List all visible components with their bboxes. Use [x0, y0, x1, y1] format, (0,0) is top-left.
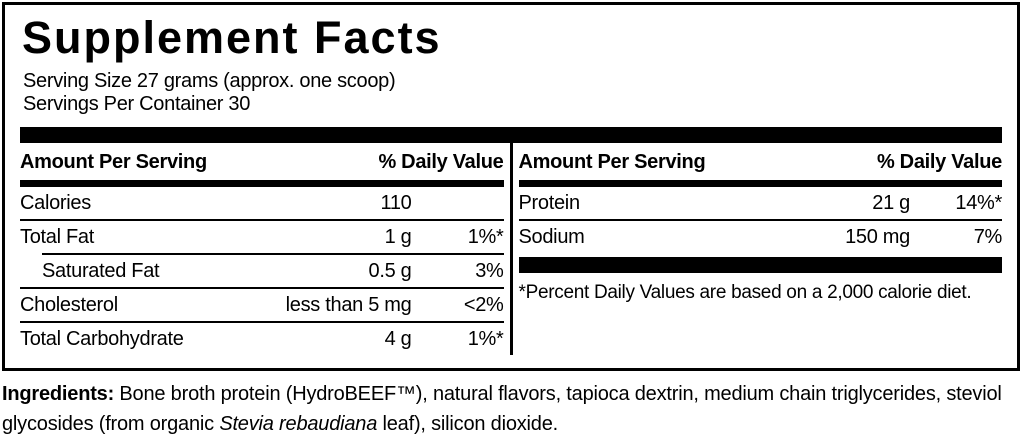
- nutrient-amount: 1 g: [384, 225, 412, 248]
- nutrient-row-cholesterol: Cholesterol less than 5 mg <2%: [20, 289, 504, 321]
- thick-divider-bar-top: [20, 127, 1002, 144]
- nutrient-amount: 0.5 g: [368, 259, 412, 282]
- nutrient-columns: Amount Per Serving % Daily Value Calorie…: [20, 143, 1003, 356]
- ingredients-paragraph: Ingredients: Bone broth protein (HydroBE…: [2, 379, 1018, 439]
- nutrient-name: Protein: [518, 191, 581, 214]
- supplement-facts-panel: Supplement Facts Serving Size 27 grams (…: [2, 2, 1020, 371]
- nutrient-name: Saturated Fat: [42, 259, 160, 282]
- nutrient-row-saturated-fat: Saturated Fat 0.5 g 3%: [20, 255, 504, 287]
- nutrient-daily-value: 1%*: [467, 327, 504, 350]
- nutrient-daily-value: 1%*: [467, 225, 504, 248]
- nutrient-daily-value: 7%: [973, 225, 1003, 248]
- row-separator: [20, 321, 504, 324]
- nutrient-column-left: Amount Per Serving % Daily Value Calorie…: [20, 143, 504, 355]
- nutrient-name: Cholesterol: [20, 293, 118, 316]
- amount-per-serving-header: Amount Per Serving: [20, 151, 207, 174]
- serving-size-line: Serving Size 27 grams (approx. one scoop…: [23, 70, 396, 93]
- daily-value-header: % Daily Value: [378, 151, 504, 174]
- nutrient-amount: 4 g: [384, 327, 412, 350]
- row-separator: [20, 287, 504, 290]
- nutrient-amount: 21 g: [872, 191, 910, 214]
- row-separator: [20, 219, 504, 222]
- row-separator: [518, 219, 1002, 222]
- serving-info: Serving Size 27 grams (approx. one scoop…: [23, 70, 1017, 116]
- nutrient-amount: 150 mg: [845, 225, 910, 248]
- nutrient-daily-value: <2%: [463, 293, 504, 316]
- nutrient-row-sodium: Sodium 150 mg 7%: [519, 221, 1003, 253]
- daily-value-header: % Daily Value: [876, 151, 1002, 174]
- header-underline-bar: [518, 180, 1002, 188]
- nutrient-row-calories: Calories 110: [20, 187, 504, 219]
- nutrient-daily-value: 14%*: [955, 191, 1002, 214]
- ingredients-text-before: Bone broth protein (HydroBEEF™), natural…: [2, 383, 1002, 435]
- nutrient-name: Total Fat: [20, 225, 94, 248]
- row-separator-indented: [42, 253, 504, 256]
- ingredients-label: Ingredients:: [2, 383, 115, 405]
- nutrient-name: Calories: [20, 191, 91, 214]
- thick-divider-bar-bottom: [518, 257, 1002, 274]
- nutrient-row-total-carbohydrate: Total Carbohydrate 4 g 1%*: [20, 323, 504, 355]
- column-header-right: Amount Per Serving % Daily Value: [519, 143, 1003, 180]
- column-divider: [509, 143, 513, 356]
- daily-value-footnote: *Percent Daily Values are based on a 2,0…: [518, 282, 972, 304]
- nutrient-name: Total Carbohydrate: [20, 327, 184, 350]
- nutrient-daily-value: 3%: [475, 259, 504, 282]
- ingredients-species-name: Stevia rebaudiana: [219, 413, 378, 435]
- servings-per-container-line: Servings Per Container 30: [23, 93, 251, 116]
- column-header-left: Amount Per Serving % Daily Value: [20, 143, 504, 180]
- nutrient-amount: 110: [380, 191, 412, 214]
- nutrient-name: Sodium: [518, 225, 585, 248]
- amount-per-serving-header: Amount Per Serving: [518, 151, 706, 174]
- nutrient-row-total-fat: Total Fat 1 g 1%*: [20, 221, 504, 253]
- panel-title: Supplement Facts: [22, 12, 442, 63]
- nutrient-amount: less than 5 mg: [285, 293, 412, 316]
- nutrient-column-right: Amount Per Serving % Daily Value Protein…: [518, 143, 1003, 355]
- nutrient-row-protein: Protein 21 g 14%*: [519, 187, 1003, 219]
- ingredients-text-after: leaf), silicon dioxide.: [377, 413, 559, 435]
- header-underline-bar: [20, 180, 504, 188]
